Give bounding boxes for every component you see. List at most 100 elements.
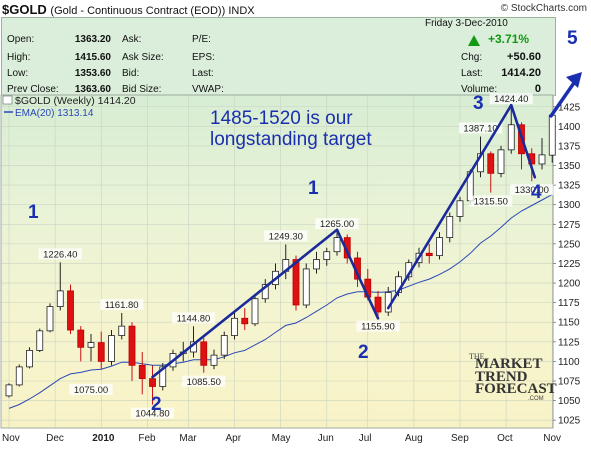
candle <box>138 351 146 395</box>
candle <box>77 326 85 362</box>
wave-labels: 1 2 1 2 3 4 5 <box>28 28 578 415</box>
candle <box>46 303 54 333</box>
price-label: 1044.80 <box>135 409 169 420</box>
price-labels: 1226.40 1161.80 1144.80 1249.30 1265.00 1387.… <box>38 93 554 420</box>
x-tick-label: 2010 <box>92 433 115 444</box>
stat-value: 0 <box>534 83 541 95</box>
candle-up <box>251 298 259 325</box>
trend-line <box>386 103 513 310</box>
candle-up <box>333 237 341 253</box>
candle <box>425 243 433 264</box>
stat-label: Ask Size: <box>122 52 164 63</box>
candle <box>15 364 23 387</box>
y-tick-label: 1225 <box>558 259 581 270</box>
candle-up <box>456 200 464 217</box>
wave-label: 1 <box>308 178 319 199</box>
stat-value: 1363.20 <box>74 34 111 45</box>
stat-label: Ask: <box>122 34 142 45</box>
price-label-bg <box>182 375 226 387</box>
candle <box>231 312 238 340</box>
candle <box>497 145 505 178</box>
x-axis: Nov Dec 2010 Feb Mar Apr May Jun Jul Aug Sep Oct Nov <box>2 433 561 444</box>
price-label-bg <box>264 230 308 242</box>
x-tick-label: Nov <box>543 433 561 444</box>
x-tick-label: Dec <box>46 433 64 444</box>
candle-up <box>497 149 505 174</box>
candle <box>241 308 249 331</box>
candle <box>436 232 443 260</box>
price-label: 1226.40 <box>43 249 77 260</box>
price-label: 1144.80 <box>177 313 211 324</box>
candle <box>374 290 382 318</box>
candle <box>302 263 310 309</box>
candle <box>538 138 546 170</box>
logo: THE MARKET TREND FORECAST .COM <box>469 352 557 402</box>
projection-arrow <box>549 78 578 118</box>
stat-value: +50.60 <box>507 51 541 63</box>
y-axis: 1025 1050 1075 1100 1125 1150 1175 1200 1225 1250… <box>553 102 581 427</box>
wave-label: 5 <box>567 28 578 49</box>
y-tick-label: 1175 <box>558 298 580 309</box>
y-tick-label: 1275 <box>558 220 581 231</box>
candle-down <box>425 252 433 257</box>
annotation-line2: longstanding target <box>210 129 372 150</box>
y-tick-label: 1325 <box>558 181 581 192</box>
legend-swatch-price <box>2 95 13 105</box>
x-tick-label: Nov <box>2 433 20 444</box>
price-label: 1424.40 <box>494 94 528 105</box>
x-tick-label: Apr <box>226 433 242 444</box>
stat-label: Bid Size: <box>122 84 162 95</box>
price-label-bg <box>100 298 144 310</box>
candle-up <box>446 216 454 239</box>
candle-up <box>159 366 167 387</box>
legend-price: $GOLD (Weekly) 1414.20 <box>15 95 136 107</box>
price-label-bg <box>458 122 503 134</box>
stat-label: VWAP: <box>192 84 224 95</box>
price-label: 1387.10 <box>463 123 497 134</box>
candle-up <box>56 290 64 307</box>
y-tick-label: 1200 <box>558 279 581 290</box>
candle-up <box>26 350 33 368</box>
candle-down <box>292 259 300 306</box>
candle-up <box>436 237 443 257</box>
candle <box>36 328 44 352</box>
wave-label: 4 <box>531 182 542 203</box>
candle-up <box>46 306 54 332</box>
stat-label: High: <box>7 52 31 63</box>
candle-down <box>138 364 146 380</box>
candles <box>5 107 556 405</box>
price-label: 1155.90 <box>361 322 395 333</box>
wave-label: 2 <box>151 394 162 415</box>
stat-date: Friday 3-Dec-2010 <box>425 18 508 29</box>
ema-line <box>8 193 553 409</box>
price-label-bg <box>130 407 175 419</box>
candle-down <box>200 341 208 366</box>
price-label: 1085.50 <box>187 377 221 388</box>
wave-label: 2 <box>358 342 369 363</box>
y-tick-label: 1025 <box>558 416 581 427</box>
candle-up <box>507 124 515 151</box>
plot-background <box>1 95 554 428</box>
stat-label: Bid: <box>122 68 140 79</box>
x-tick-label: Jul <box>359 433 372 444</box>
candle-down <box>241 317 249 325</box>
candle <box>333 232 341 256</box>
candle-down <box>77 329 85 348</box>
brand-label: © StockCharts.com <box>500 3 587 14</box>
candle <box>507 107 515 154</box>
x-tick-label: Aug <box>405 433 423 444</box>
x-tick-label: Jun <box>318 433 334 444</box>
trend-line <box>335 228 380 320</box>
y-tick-label: 1050 <box>558 396 581 407</box>
stat-label: EPS: <box>192 52 215 63</box>
stat-label: Low: <box>7 68 29 79</box>
candle-up <box>5 384 13 397</box>
candle <box>487 151 495 193</box>
wave-label: 1 <box>28 202 39 223</box>
candle-up <box>538 154 546 165</box>
candle-up <box>231 317 238 336</box>
y-tick-label: 1400 <box>558 122 581 133</box>
candle-up <box>220 335 228 356</box>
stat-label: Last: <box>461 68 483 79</box>
